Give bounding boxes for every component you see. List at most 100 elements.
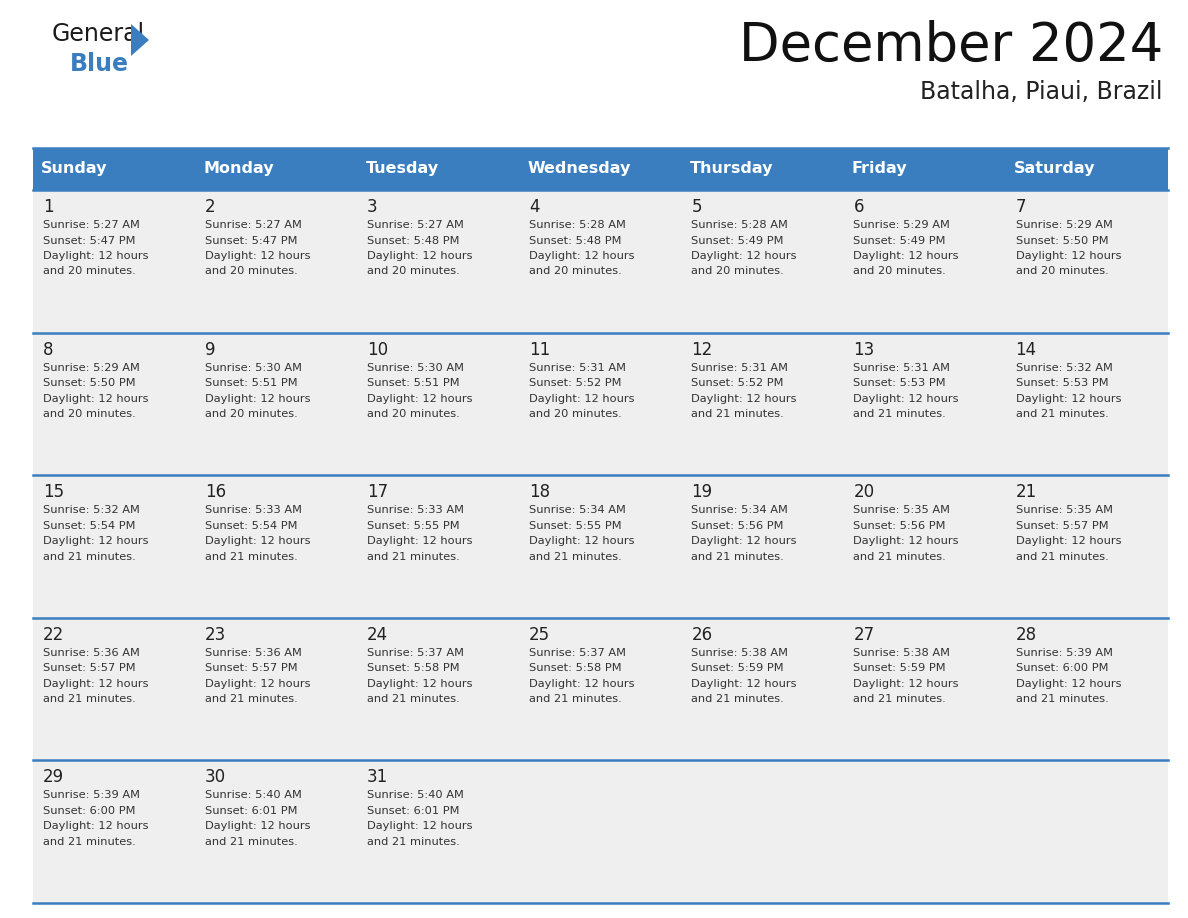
Text: 16: 16	[204, 483, 226, 501]
Text: 30: 30	[204, 768, 226, 787]
Text: Sunset: 5:56 PM: Sunset: 5:56 PM	[853, 521, 946, 531]
Text: and 21 minutes.: and 21 minutes.	[204, 837, 298, 847]
Text: and 21 minutes.: and 21 minutes.	[1016, 552, 1108, 562]
Text: Daylight: 12 hours: Daylight: 12 hours	[691, 536, 797, 546]
Text: Sunset: 5:47 PM: Sunset: 5:47 PM	[43, 236, 135, 245]
Text: 13: 13	[853, 341, 874, 359]
Text: and 20 minutes.: and 20 minutes.	[204, 409, 298, 420]
Text: Sunrise: 5:29 AM: Sunrise: 5:29 AM	[853, 220, 950, 230]
Bar	[843, 332, 1006, 476]
Text: Sunset: 5:50 PM: Sunset: 5:50 PM	[1016, 236, 1108, 245]
Text: 19: 19	[691, 483, 713, 501]
Bar	[682, 618, 843, 760]
Text: 2: 2	[204, 198, 215, 216]
Text: Sunset: 5:59 PM: Sunset: 5:59 PM	[691, 664, 784, 673]
Text: and 21 minutes.: and 21 minutes.	[43, 837, 135, 847]
Text: 6: 6	[853, 198, 864, 216]
Text: Daylight: 12 hours: Daylight: 12 hours	[691, 394, 797, 404]
Text: 14: 14	[1016, 341, 1037, 359]
Text: Sunset: 5:50 PM: Sunset: 5:50 PM	[43, 378, 135, 388]
Text: Daylight: 12 hours: Daylight: 12 hours	[1016, 536, 1121, 546]
Text: Sunrise: 5:30 AM: Sunrise: 5:30 AM	[367, 363, 465, 373]
Text: Sunrise: 5:38 AM: Sunrise: 5:38 AM	[853, 648, 950, 658]
Text: Sunset: 5:47 PM: Sunset: 5:47 PM	[204, 236, 297, 245]
Text: Sunset: 5:48 PM: Sunset: 5:48 PM	[367, 236, 460, 245]
Text: Sunrise: 5:37 AM: Sunrise: 5:37 AM	[529, 648, 626, 658]
Text: Daylight: 12 hours: Daylight: 12 hours	[43, 536, 148, 546]
Bar	[1006, 148, 1168, 190]
Text: Sunrise: 5:27 AM: Sunrise: 5:27 AM	[43, 220, 140, 230]
Text: Sunrise: 5:36 AM: Sunrise: 5:36 AM	[43, 648, 140, 658]
Bar	[843, 618, 1006, 760]
Text: and 20 minutes.: and 20 minutes.	[853, 266, 946, 276]
Text: 7: 7	[1016, 198, 1026, 216]
Text: Sunset: 6:00 PM: Sunset: 6:00 PM	[1016, 664, 1108, 673]
Text: and 20 minutes.: and 20 minutes.	[529, 409, 621, 420]
Text: Sunset: 5:55 PM: Sunset: 5:55 PM	[529, 521, 621, 531]
Text: Sunrise: 5:32 AM: Sunrise: 5:32 AM	[1016, 363, 1112, 373]
Text: 20: 20	[853, 483, 874, 501]
Bar	[1006, 332, 1168, 476]
Text: 10: 10	[367, 341, 388, 359]
Text: Thursday: Thursday	[690, 162, 773, 176]
Bar	[519, 332, 682, 476]
Bar	[33, 332, 195, 476]
Bar	[843, 148, 1006, 190]
Text: and 20 minutes.: and 20 minutes.	[367, 266, 460, 276]
Text: Sunrise: 5:31 AM: Sunrise: 5:31 AM	[691, 363, 789, 373]
Text: Daylight: 12 hours: Daylight: 12 hours	[367, 678, 473, 688]
Text: 29: 29	[43, 768, 64, 787]
Bar	[843, 760, 1006, 903]
Text: and 21 minutes.: and 21 minutes.	[367, 552, 460, 562]
Bar	[195, 148, 358, 190]
Text: Daylight: 12 hours: Daylight: 12 hours	[529, 678, 634, 688]
Text: 11: 11	[529, 341, 550, 359]
Text: 5: 5	[691, 198, 702, 216]
Text: Monday: Monday	[203, 162, 274, 176]
Bar	[33, 618, 195, 760]
Text: and 21 minutes.: and 21 minutes.	[367, 837, 460, 847]
Text: Daylight: 12 hours: Daylight: 12 hours	[204, 251, 310, 261]
Text: Sunset: 5:57 PM: Sunset: 5:57 PM	[43, 664, 135, 673]
Text: 28: 28	[1016, 626, 1037, 644]
Text: Tuesday: Tuesday	[366, 162, 438, 176]
Text: Daylight: 12 hours: Daylight: 12 hours	[1016, 678, 1121, 688]
Text: Sunset: 5:51 PM: Sunset: 5:51 PM	[367, 378, 460, 388]
Text: and 21 minutes.: and 21 minutes.	[204, 694, 298, 704]
Bar	[1006, 476, 1168, 618]
Text: Sunset: 5:54 PM: Sunset: 5:54 PM	[43, 521, 135, 531]
Text: Daylight: 12 hours: Daylight: 12 hours	[853, 536, 959, 546]
Text: Batalha, Piaui, Brazil: Batalha, Piaui, Brazil	[921, 80, 1163, 104]
Text: Sunrise: 5:31 AM: Sunrise: 5:31 AM	[853, 363, 950, 373]
Bar	[195, 190, 358, 332]
Text: Sunset: 5:57 PM: Sunset: 5:57 PM	[1016, 521, 1108, 531]
Bar	[519, 760, 682, 903]
Bar	[358, 190, 519, 332]
Text: and 21 minutes.: and 21 minutes.	[204, 552, 298, 562]
Text: and 20 minutes.: and 20 minutes.	[367, 409, 460, 420]
Text: 4: 4	[529, 198, 539, 216]
Text: Daylight: 12 hours: Daylight: 12 hours	[43, 394, 148, 404]
Text: Daylight: 12 hours: Daylight: 12 hours	[367, 251, 473, 261]
Bar	[195, 476, 358, 618]
Text: and 21 minutes.: and 21 minutes.	[691, 552, 784, 562]
Text: and 21 minutes.: and 21 minutes.	[853, 552, 946, 562]
Text: 1: 1	[43, 198, 53, 216]
Text: Sunday: Sunday	[42, 162, 108, 176]
Text: Sunrise: 5:34 AM: Sunrise: 5:34 AM	[529, 505, 626, 515]
Text: Daylight: 12 hours: Daylight: 12 hours	[691, 678, 797, 688]
Text: and 21 minutes.: and 21 minutes.	[529, 552, 621, 562]
Text: Sunrise: 5:35 AM: Sunrise: 5:35 AM	[1016, 505, 1113, 515]
Text: and 21 minutes.: and 21 minutes.	[367, 694, 460, 704]
Text: 12: 12	[691, 341, 713, 359]
Text: Daylight: 12 hours: Daylight: 12 hours	[204, 536, 310, 546]
Text: Sunset: 5:57 PM: Sunset: 5:57 PM	[204, 664, 297, 673]
Text: Sunrise: 5:39 AM: Sunrise: 5:39 AM	[43, 790, 140, 800]
Bar	[843, 476, 1006, 618]
Bar	[33, 190, 195, 332]
Text: Daylight: 12 hours: Daylight: 12 hours	[43, 251, 148, 261]
Text: 25: 25	[529, 626, 550, 644]
Bar	[682, 332, 843, 476]
Text: Wednesday: Wednesday	[527, 162, 631, 176]
Text: Sunrise: 5:29 AM: Sunrise: 5:29 AM	[43, 363, 140, 373]
